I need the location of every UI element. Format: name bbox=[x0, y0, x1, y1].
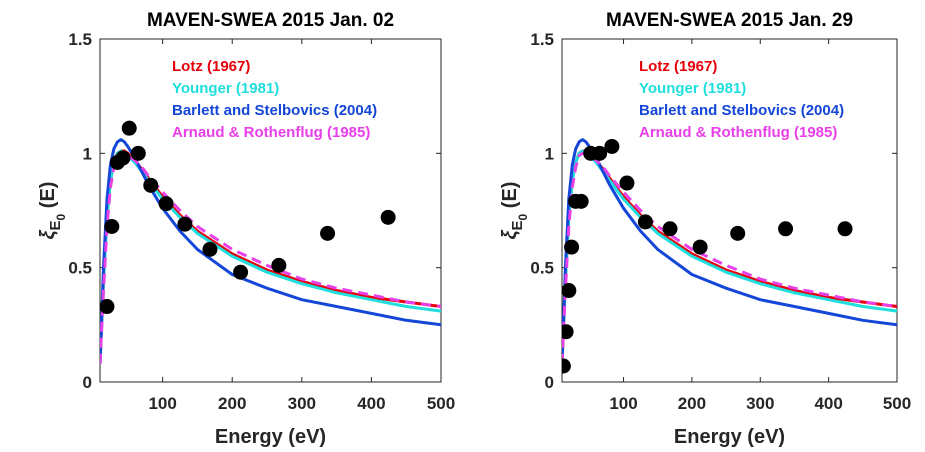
data-point-maven-swea bbox=[158, 196, 174, 212]
plot-frame bbox=[561, 38, 898, 383]
legend-entry: Younger (1981) bbox=[172, 80, 279, 97]
plot-area bbox=[562, 138, 897, 374]
data-point-maven-swea bbox=[271, 257, 287, 273]
y-tick-label: 0 bbox=[83, 373, 92, 392]
data-point-maven-swea bbox=[562, 324, 574, 340]
x-tick-label: 200 bbox=[678, 394, 706, 413]
y-tick-label: 1.5 bbox=[530, 30, 554, 49]
x-tick-label: 400 bbox=[357, 394, 385, 413]
y-axis-label: ξE0 (E) bbox=[499, 182, 530, 240]
data-point-maven-swea bbox=[604, 138, 620, 154]
x-tick-label: 500 bbox=[427, 394, 455, 413]
data-point-maven-swea bbox=[380, 209, 396, 225]
data-point-maven-swea bbox=[100, 299, 115, 315]
series-line-3 bbox=[562, 151, 897, 364]
chart-panel-1: MAVEN-SWEA 2015 Jan. 02 100 200 300 400 500 0 0… bbox=[37, 10, 455, 448]
x-axis-label: Energy (eV) bbox=[215, 426, 326, 448]
chart-title: MAVEN-SWEA 2015 Jan. 02 bbox=[147, 10, 394, 31]
x-axis-label: Energy (eV) bbox=[674, 426, 785, 448]
x-tick-label: 500 bbox=[883, 394, 911, 413]
data-point-maven-swea bbox=[233, 264, 249, 280]
y-tick-label: 0.5 bbox=[68, 259, 92, 278]
data-point-maven-swea bbox=[692, 239, 708, 255]
x-tick-label: 100 bbox=[148, 394, 176, 413]
data-point-maven-swea bbox=[662, 221, 678, 237]
data-point-maven-swea bbox=[730, 225, 746, 241]
data-point-maven-swea bbox=[104, 219, 120, 235]
data-point-maven-swea bbox=[837, 221, 853, 237]
x-tick-label: 300 bbox=[288, 394, 316, 413]
data-point-maven-swea bbox=[320, 225, 336, 241]
chart-panel-2: MAVEN-SWEA 2015 Jan. 29 100 200 300 400 500 0 0… bbox=[499, 10, 911, 448]
legend-entry: Younger (1981) bbox=[639, 80, 746, 97]
plot-area bbox=[100, 120, 441, 364]
legend-entry: Barlett and Stelbovics (2004) bbox=[172, 102, 377, 119]
data-point-maven-swea bbox=[592, 145, 608, 161]
data-point-maven-swea bbox=[564, 239, 580, 255]
data-point-maven-swea bbox=[177, 216, 193, 232]
data-point-maven-swea bbox=[778, 221, 794, 237]
y-tick-label: 1 bbox=[83, 144, 92, 163]
chart-title: MAVEN-SWEA 2015 Jan. 29 bbox=[606, 10, 853, 31]
y-axis-label: ξE0 (E) bbox=[37, 182, 68, 240]
series-line-1 bbox=[562, 149, 897, 364]
data-point-maven-swea bbox=[562, 358, 571, 374]
data-point-maven-swea bbox=[619, 175, 635, 191]
x-tick-label: 400 bbox=[814, 394, 842, 413]
x-tick-label: 100 bbox=[609, 394, 637, 413]
y-tick-label: 1.5 bbox=[68, 30, 92, 49]
data-point-maven-swea bbox=[562, 283, 577, 299]
legend-entry: Arnaud & Rothenflug (1985) bbox=[639, 124, 837, 141]
y-tick-label: 0.5 bbox=[530, 259, 554, 278]
data-point-maven-swea bbox=[121, 120, 137, 136]
data-point-maven-swea bbox=[637, 214, 653, 230]
legend-entry: Arnaud & Rothenflug (1985) bbox=[172, 124, 370, 141]
x-tick-label: 200 bbox=[218, 394, 246, 413]
series-line-3 bbox=[100, 151, 441, 364]
y-tick-label: 1 bbox=[545, 144, 554, 163]
series-line-2 bbox=[100, 138, 441, 364]
data-point-maven-swea bbox=[143, 177, 159, 193]
data-point-maven-swea bbox=[202, 241, 218, 257]
data-point-maven-swea bbox=[130, 145, 146, 161]
legend-entry: Lotz (1967) bbox=[639, 58, 717, 75]
plot-frame bbox=[99, 38, 442, 383]
legend-entry: Barlett and Stelbovics (2004) bbox=[639, 102, 844, 119]
legend-entry: Lotz (1967) bbox=[172, 58, 250, 75]
x-tick-label: 300 bbox=[746, 394, 774, 413]
data-point-maven-swea bbox=[115, 150, 131, 166]
y-tick-label: 0 bbox=[545, 373, 554, 392]
series-line-2 bbox=[562, 138, 897, 364]
data-point-maven-swea bbox=[573, 193, 589, 209]
